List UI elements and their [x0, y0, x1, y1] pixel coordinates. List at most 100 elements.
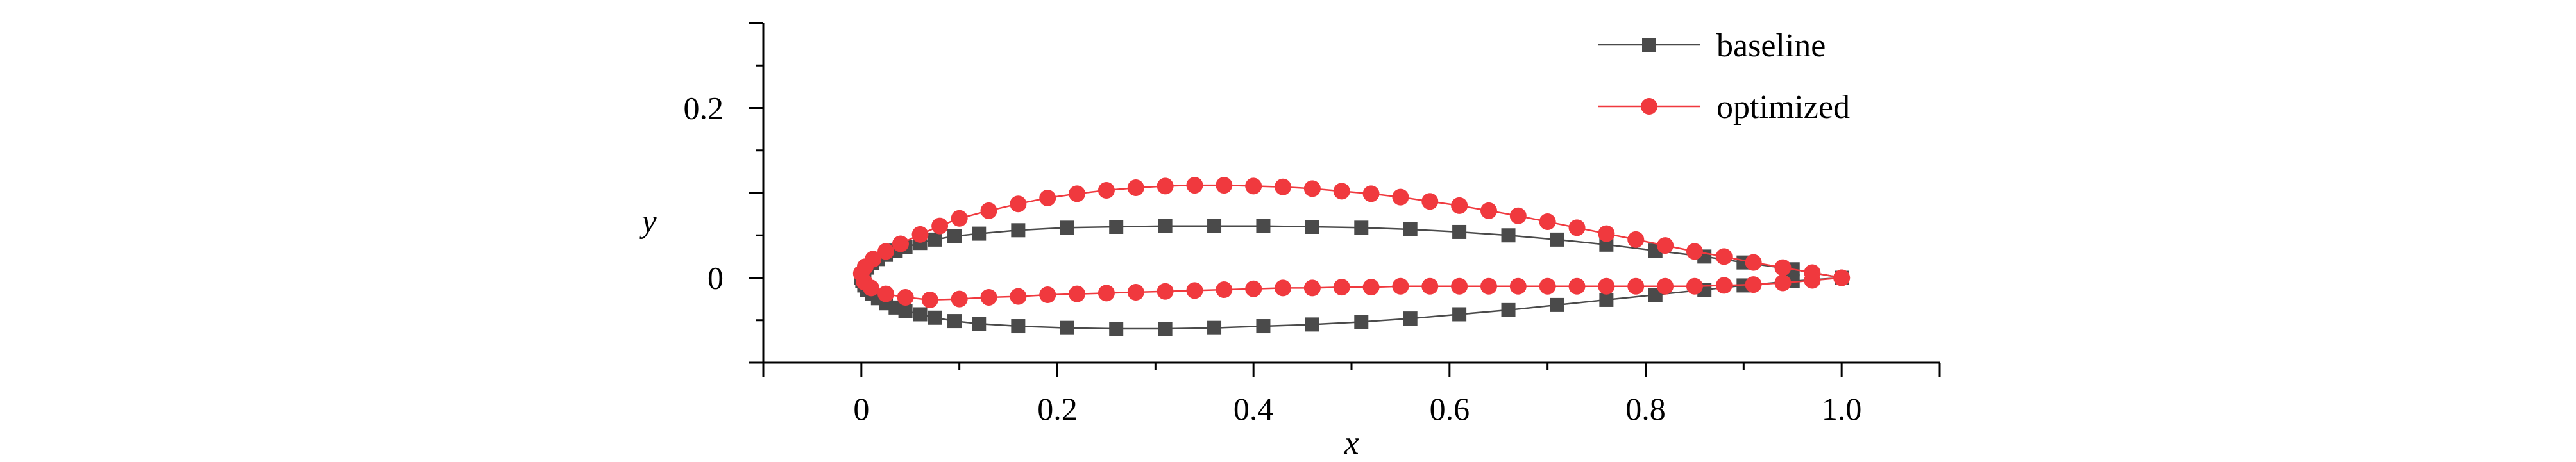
data-point-circle	[1774, 274, 1792, 292]
series-layer	[852, 177, 1851, 336]
data-point-square	[972, 226, 987, 241]
data-point-circle	[951, 290, 968, 308]
data-point-square	[913, 307, 928, 322]
data-point-circle	[1686, 243, 1703, 260]
legend-label: optimized	[1716, 89, 1850, 126]
data-point-circle	[1097, 182, 1115, 199]
data-point-circle	[877, 243, 895, 260]
data-point-square	[1158, 219, 1173, 233]
series-baseline	[854, 219, 1849, 336]
series-optimized	[852, 177, 1851, 308]
data-point-circle	[1627, 277, 1645, 295]
data-point-circle	[1451, 277, 1468, 295]
data-point-circle	[1186, 177, 1203, 194]
data-point-circle	[1392, 277, 1409, 295]
data-point-circle	[1303, 180, 1321, 197]
x-tick-label: 0.6	[1430, 391, 1470, 427]
data-point-circle	[980, 202, 997, 219]
legend: baseline optimized	[1598, 28, 1850, 126]
data-point-circle	[1010, 288, 1027, 305]
data-point-square	[1109, 322, 1124, 336]
data-point-square	[1354, 220, 1369, 235]
data-point-square	[1599, 292, 1614, 307]
y-axis-title: y	[638, 203, 657, 240]
data-point-circle	[931, 217, 949, 235]
data-point-square	[1403, 222, 1418, 236]
legend-item-optimized: optimized	[1598, 89, 1850, 126]
data-point-circle	[1715, 248, 1733, 265]
data-point-circle	[1480, 277, 1497, 295]
data-point-circle	[1097, 285, 1115, 302]
data-point-square	[1354, 315, 1369, 329]
data-point-circle	[1216, 177, 1233, 194]
data-point-circle	[1509, 277, 1527, 295]
data-point-circle	[1127, 179, 1144, 197]
data-point-circle	[1598, 277, 1615, 295]
x-tick-label: 0.2	[1037, 391, 1078, 427]
data-point-circle	[1686, 277, 1703, 295]
y-tick-label: 0.2	[684, 90, 724, 126]
legend-marker	[1642, 38, 1656, 52]
data-point-circle	[1392, 188, 1409, 206]
data-point-circle	[892, 235, 909, 252]
series-line	[860, 225, 1842, 330]
data-point-square	[1256, 319, 1271, 334]
data-point-circle	[1069, 285, 1086, 302]
data-point-circle	[1069, 185, 1086, 202]
axes	[749, 22, 1941, 377]
data-point-circle	[1362, 185, 1380, 202]
data-point-circle	[1451, 197, 1468, 214]
data-point-square	[1256, 219, 1271, 233]
data-point-square	[1501, 228, 1516, 243]
data-point-circle	[1157, 177, 1174, 195]
data-point-square	[1305, 220, 1319, 234]
data-point-circle	[1568, 219, 1586, 236]
data-point-circle	[1539, 277, 1556, 295]
data-point-square	[1207, 219, 1222, 233]
data-point-square	[1501, 302, 1516, 317]
data-point-circle	[1627, 231, 1645, 248]
data-point-circle	[1245, 177, 1262, 195]
data-point-circle	[1362, 279, 1380, 296]
data-point-square	[1207, 320, 1222, 335]
data-point-square	[1060, 320, 1074, 335]
data-point-circle	[1509, 207, 1527, 224]
data-point-square	[928, 232, 942, 247]
x-tick-label: 1.0	[1822, 391, 1862, 427]
labels-layer: 0 0.2 0.4 0.6 0.8 1.0 0 0.2 x y	[638, 90, 1861, 462]
data-point-circle	[1421, 277, 1439, 295]
legend-marker	[1641, 98, 1657, 115]
data-point-circle	[1303, 279, 1321, 297]
data-point-circle	[877, 285, 895, 302]
data-point-circle	[1745, 276, 1762, 293]
data-point-square	[1011, 223, 1026, 238]
data-point-circle	[1598, 225, 1615, 242]
data-point-circle	[1127, 284, 1144, 301]
data-point-square	[928, 310, 942, 325]
data-point-circle	[1774, 259, 1792, 276]
data-point-circle	[1480, 202, 1497, 219]
data-point-circle	[1539, 213, 1556, 231]
data-point-square	[1452, 224, 1467, 239]
data-point-circle	[921, 291, 938, 308]
data-point-circle	[980, 288, 997, 306]
data-point-circle	[1157, 283, 1174, 300]
data-point-square	[1403, 311, 1418, 326]
data-point-circle	[1333, 183, 1350, 200]
data-point-square	[972, 317, 987, 331]
data-point-square	[947, 314, 962, 329]
data-point-circle	[1568, 277, 1586, 295]
data-point-circle	[1275, 279, 1292, 297]
data-point-square	[898, 304, 913, 318]
data-point-square	[1060, 220, 1074, 235]
data-point-square	[1452, 307, 1467, 322]
data-point-circle	[1833, 269, 1851, 286]
data-point-square	[1550, 232, 1564, 247]
legend-label: baseline	[1716, 28, 1826, 64]
data-point-circle	[1715, 277, 1733, 294]
x-axis-title: x	[1343, 425, 1359, 461]
data-point-circle	[897, 288, 914, 306]
data-point-circle	[1245, 280, 1262, 297]
legend-item-baseline: baseline	[1598, 28, 1826, 64]
